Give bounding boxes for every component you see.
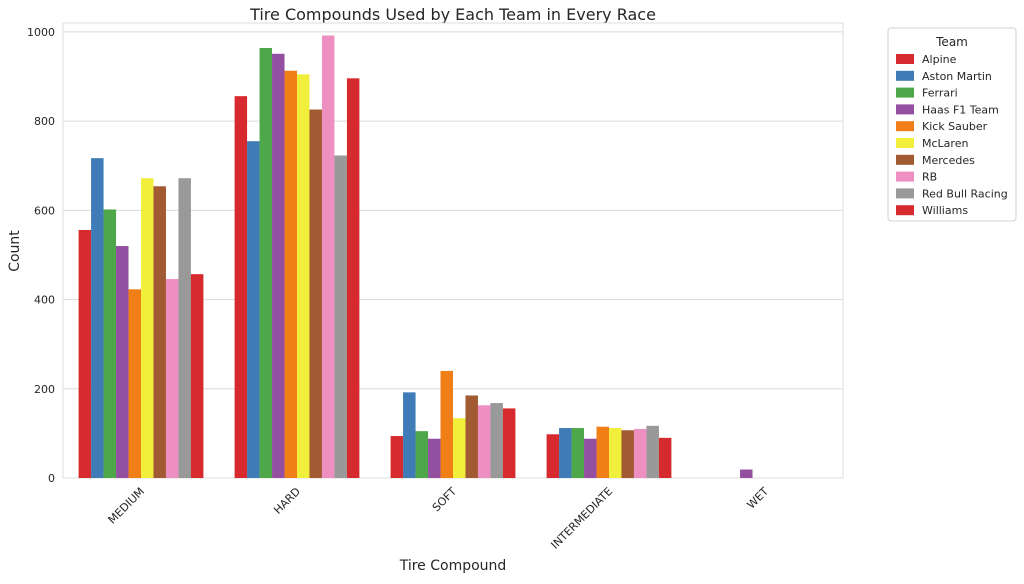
bar-rb-intermediate [633, 428, 647, 478]
bar-haas-f1-team-hard [272, 53, 285, 478]
bar-red-bull-racing-intermediate [646, 425, 659, 478]
bar-mercedes-hard [309, 109, 322, 478]
legend-label: Mercedes [922, 154, 975, 167]
legend-label: Aston Martin [922, 70, 992, 83]
bar-haas-f1-team-intermediate [584, 438, 597, 478]
legend-swatch [896, 171, 914, 182]
bar-rb-medium [165, 279, 179, 478]
bar-aston-martin-soft [403, 392, 416, 478]
legend-swatch [896, 70, 914, 81]
bar-aston-martin-hard [247, 141, 260, 478]
bar-kick-sauber-hard [284, 70, 297, 478]
bars [78, 35, 753, 479]
y-axis-title: Count [7, 230, 23, 272]
legend-label: Red Bull Racing [922, 187, 1008, 200]
bar-ferrari-soft [415, 431, 429, 478]
legend-label: RB [922, 171, 937, 184]
legend-label: McLaren [922, 137, 968, 150]
bar-alpine-medium [78, 229, 92, 478]
bar-williams-medium [190, 274, 204, 478]
legend-swatch [896, 154, 914, 165]
bar-alpine-intermediate [546, 434, 560, 478]
legend-swatch [896, 138, 914, 148]
bar-red-bull-racing-hard [334, 155, 347, 478]
legend: Team Alpine Aston Martin Ferrari Haas F1 Te… [887, 27, 1017, 222]
legend-swatch [896, 188, 914, 199]
y-tick-label: 1000 [27, 26, 55, 39]
bar-red-bull-racing-soft [490, 403, 503, 478]
x-axis-title: Tire Compound [399, 558, 507, 574]
bar-aston-martin-intermediate [559, 428, 572, 478]
y-tick-label: 200 [34, 383, 55, 396]
bar-williams-intermediate [658, 437, 672, 478]
legend-frame [887, 27, 1017, 222]
legend-label: Williams [922, 204, 968, 217]
bar-williams-soft [502, 408, 516, 478]
y-tick-label: 400 [34, 294, 55, 307]
bar-mclaren-soft [453, 418, 466, 478]
bar-kick-sauber-soft [440, 370, 453, 478]
bar-alpine-hard [234, 96, 248, 478]
x-tick-label: HARD [271, 485, 303, 517]
bar-ferrari-medium [103, 209, 117, 478]
bar-alpine-soft [390, 436, 404, 478]
x-tick-label: INTERMEDIATE [548, 485, 615, 552]
bar-haas-f1-team-wet [740, 469, 753, 478]
y-tick-label: 0 [48, 472, 55, 485]
y-tick-label: 800 [34, 115, 55, 128]
bar-williams-hard [346, 78, 360, 479]
bar-mclaren-medium [141, 178, 154, 478]
legend-label: Kick Sauber [922, 120, 988, 133]
bar-kick-sauber-intermediate [596, 426, 609, 478]
legend-swatch [896, 54, 914, 64]
bar-ferrari-hard [259, 47, 273, 478]
bar-rb-hard [321, 35, 335, 478]
bar-mercedes-medium [153, 186, 166, 478]
legend-label: Alpine [922, 53, 957, 66]
x-tick-label: WET [745, 485, 772, 512]
x-tick-label: MEDIUM [106, 485, 148, 527]
bar-red-bull-racing-medium [178, 178, 191, 478]
bar-mercedes-intermediate [621, 430, 634, 478]
bar-rb-soft [477, 405, 491, 478]
legend-label: Ferrari [922, 87, 958, 100]
legend-label: Haas F1 Team [922, 103, 999, 116]
legend-swatch [896, 121, 914, 132]
bar-kick-sauber-medium [128, 289, 141, 478]
y-tick-label: 600 [34, 204, 55, 217]
legend-swatch [896, 87, 914, 98]
bar-ferrari-intermediate [571, 428, 585, 478]
bar-mclaren-hard [297, 74, 310, 479]
legend-title: Team [935, 35, 968, 49]
y-axis: 0 200 400 600 800 1000 [27, 26, 55, 485]
legend-swatch [896, 205, 914, 216]
bar-mclaren-intermediate [609, 428, 622, 478]
chart-title: Tire Compounds Used by Each Team in Ever… [249, 5, 656, 24]
legend-items: Alpine Aston Martin Ferrari Haas F1 Team Kic… [896, 53, 1008, 217]
bar-aston-martin-medium [91, 158, 104, 479]
x-tick-label: SOFT [430, 485, 460, 515]
x-axis: MEDIUM HARD SOFT INTERMEDIATE WET [106, 485, 772, 552]
bar-mercedes-soft [465, 395, 478, 478]
legend-swatch [896, 104, 914, 115]
bar-haas-f1-team-soft [428, 438, 441, 478]
bar-haas-f1-team-medium [116, 246, 129, 478]
